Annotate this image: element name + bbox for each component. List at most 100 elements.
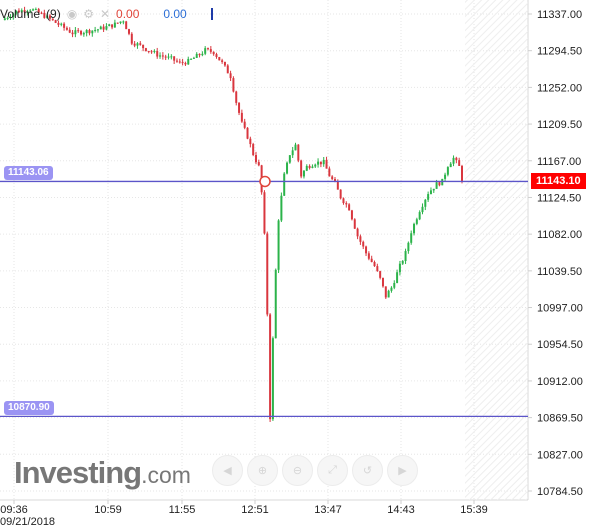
x-tick-label: 14:43 [387,504,415,516]
candle-body [9,17,12,19]
candle-body [300,160,303,177]
x-tick-label: 12:51 [241,504,269,516]
candle-body [46,15,49,18]
candle-body [238,102,241,113]
candle-body [342,198,345,204]
chart-grid [0,0,529,501]
candles [3,6,463,422]
y-tick-label: 10784.50 [537,486,583,498]
y-tick-label: 11252.00 [537,82,582,94]
hline-label-upper[interactable]: 11143.06 [4,166,53,181]
candle-body [190,58,193,60]
candle-body [353,219,356,229]
candle-body [381,277,384,287]
y-tick-label: 11294.50 [537,46,582,58]
candle-body [458,160,461,166]
y-tick-label: 11209.50 [537,119,582,131]
candle-body [283,173,286,196]
candle-body [32,9,35,11]
candle-body [345,203,348,205]
candle-body [12,13,15,18]
candle-body [80,31,83,35]
legend-value-red: 0.00 [116,7,140,21]
candle-body [317,161,320,165]
candle-body [40,12,43,14]
candle-body [139,43,142,45]
candle-body [85,30,88,34]
candle-body [328,168,331,177]
candle-body [144,48,147,51]
candle-body [136,43,139,46]
candle-body [63,23,66,28]
candle-body [170,56,173,58]
candle-body [461,165,463,182]
fit-icon[interactable]: ⤢ [317,455,348,486]
candle-body [15,10,18,14]
candle-body [455,157,458,161]
candle-body [111,24,114,28]
step-back-icon[interactable]: ◀ [212,455,243,486]
close-icon[interactable]: ✕ [99,7,111,21]
candle-body [218,57,221,61]
eye-icon[interactable]: ◉ [66,7,78,21]
y-tick-label: 11082.00 [537,229,582,241]
x-tick-label: 09:36 [0,504,28,516]
candle-body [142,44,145,49]
candle-body [153,51,156,53]
candle-body [34,9,37,11]
reset-icon[interactable]: ↺ [352,455,383,486]
candle-body [286,162,289,174]
candle-body [359,236,362,242]
candle-body [122,21,125,23]
zoom-in-icon[interactable]: ⊕ [247,455,278,486]
candle-body [379,271,382,278]
step-forward-icon[interactable]: ▶ [387,455,418,486]
candle-body [319,161,322,165]
settings-icon[interactable]: ⚙ [83,7,94,21]
y-tick-label: 10997.00 [537,303,583,315]
candle-body [156,51,159,57]
candle-body [175,60,178,62]
candle-body [68,29,71,33]
candle-body [65,27,68,30]
y-tick-label: 10827.00 [537,449,583,461]
candle-body [187,58,190,65]
candle-body [396,272,399,283]
hline-label-lower[interactable]: 10870.90 [4,401,54,416]
candle-body [209,49,212,52]
legend-marker-icon [210,8,213,20]
candle-body [367,253,370,259]
candle-body [446,167,449,175]
candle-body [376,266,379,272]
candle-body [130,33,133,44]
candle-body [17,10,20,13]
candle-body [240,112,243,122]
candle-body [432,188,435,191]
crosshair-marker [259,175,271,188]
y-tick-label: 11337.00 [537,9,582,21]
candle-body [167,56,170,58]
candle-body [204,48,207,54]
candle-body [184,62,187,65]
candle-body [192,57,195,59]
candle-body [362,241,365,247]
candle-body [288,155,291,163]
candle-body [91,30,94,34]
candle-body [452,157,455,164]
zoom-out-icon[interactable]: ⊖ [282,455,313,486]
candle-body [133,43,136,46]
candle-body [263,192,266,234]
candle-body [195,53,198,58]
candle-body [198,53,201,56]
candle-body [96,29,99,31]
candle-body [77,30,80,32]
y-tick-label: 10954.50 [537,339,583,351]
y-tick-label: 11039.50 [537,266,582,278]
investing-logo: Investing.com [14,455,191,491]
y-tick-label: 10869.50 [537,413,583,425]
candle-body [159,55,162,57]
candle-body [336,181,339,190]
candle-body [331,176,334,180]
candle-body [393,282,396,288]
